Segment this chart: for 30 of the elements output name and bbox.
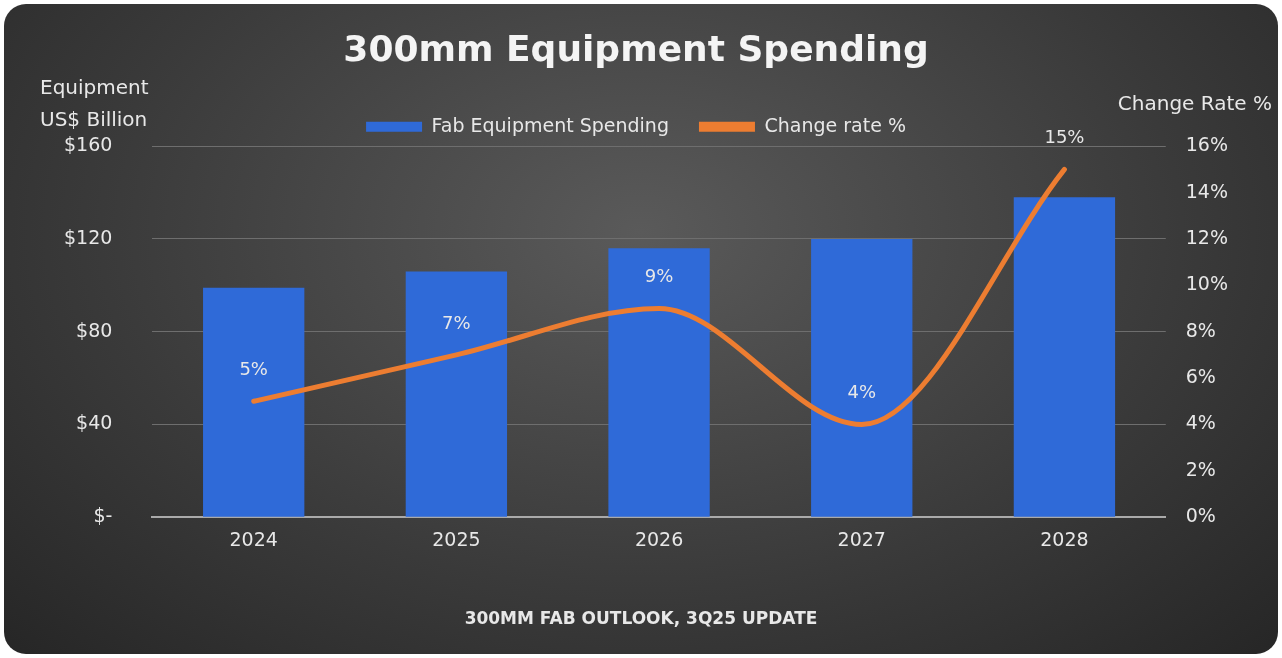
chart-title: 300mm Equipment Spending bbox=[343, 27, 929, 69]
data-label: 4% bbox=[847, 381, 877, 403]
data-label: 9% bbox=[644, 265, 674, 287]
y-tick-label: $160 bbox=[63, 133, 113, 156]
x-tick-label: 2027 bbox=[837, 527, 886, 550]
y2-tick-label: 0% bbox=[1185, 504, 1216, 527]
y-tick-label: $80 bbox=[76, 318, 113, 341]
y2-tick-label: 2% bbox=[1185, 457, 1216, 480]
x-tick-label: 2026 bbox=[634, 527, 684, 550]
y-tick-label: $120 bbox=[63, 225, 113, 248]
legend-label: Fab Equipment Spending bbox=[431, 113, 669, 136]
data-label: 5% bbox=[239, 357, 268, 379]
x-tick-label: 2028 bbox=[1040, 527, 1089, 550]
legend-label: Change rate % bbox=[764, 113, 906, 136]
y2-axis-title: Change Rate % bbox=[1117, 91, 1272, 116]
x-tick-label: 2025 bbox=[432, 527, 481, 550]
y2-tick-label: 12% bbox=[1185, 225, 1228, 248]
y2-tick-label: 14% bbox=[1185, 179, 1228, 202]
x-tick-label: 2024 bbox=[229, 527, 278, 550]
y2-tick-label: 16% bbox=[1185, 133, 1228, 156]
data-label: 7% bbox=[442, 311, 471, 333]
y2-tick-label: 6% bbox=[1185, 365, 1216, 388]
y2-tick-label: 4% bbox=[1185, 411, 1216, 434]
y-tick-label: $- bbox=[93, 504, 113, 527]
y-axis-title: Equipment US$ Billion bbox=[40, 75, 149, 132]
y2-tick-label: 8% bbox=[1185, 318, 1216, 341]
y2-tick-label: 10% bbox=[1185, 272, 1228, 295]
data-label: 15% bbox=[1044, 126, 1085, 148]
y-tick-label: $40 bbox=[76, 411, 113, 434]
text: 300MM FAB OUTLOOK, 3Q25 UPDATE bbox=[464, 608, 818, 628]
